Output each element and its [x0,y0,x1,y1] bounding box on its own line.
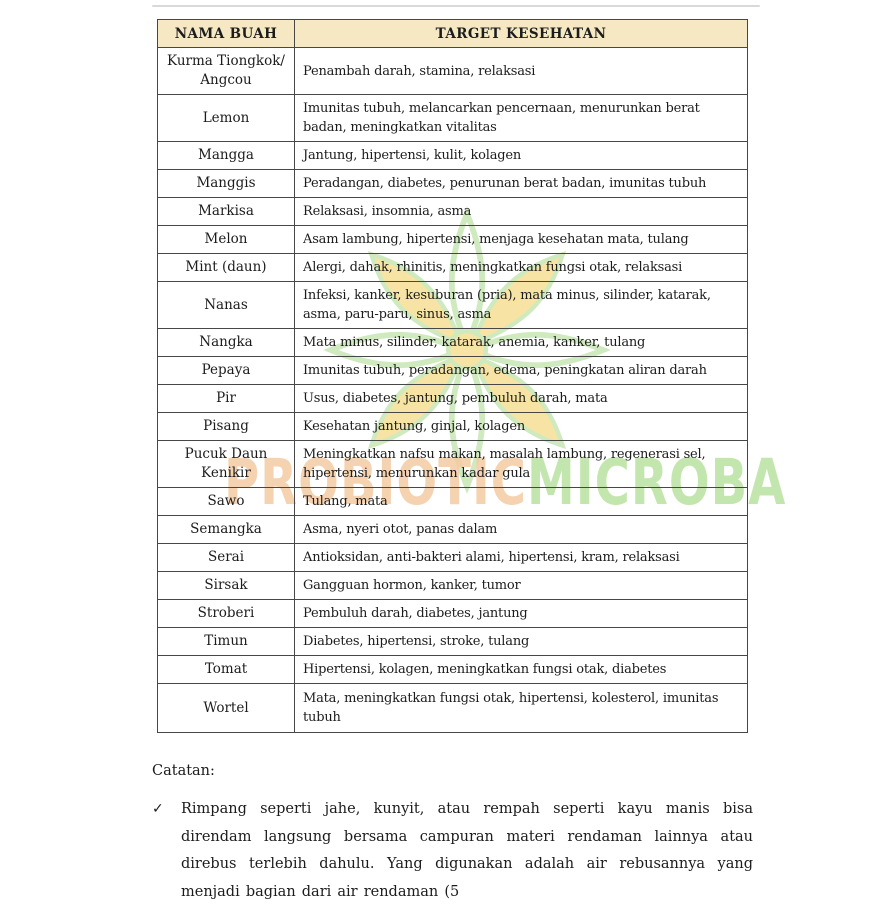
fruit-name: Serai [157,543,295,572]
table-row: Tomat Hipertensi, kolagen, meningkatkan … [157,655,748,684]
table-row: Semangka Asma, nyeri otot, panas dalam [157,515,748,544]
table-row: Lemon Imunitas tubuh, melancarkan pencer… [157,94,748,142]
table-row: Pepaya Imunitas tubuh, peradangan, edema… [157,356,748,385]
health-target: Asma, nyeri otot, panas dalam [294,515,748,544]
page-top-edge-line [152,5,760,7]
table-row: Pisang Kesehatan jantung, ginjal, kolage… [157,412,748,441]
health-target: Penambah darah, stamina, relaksasi [294,47,748,95]
health-target: Kesehatan jantung, ginjal, kolagen [294,412,748,441]
table-row: Mangga Jantung, hipertensi, kulit, kolag… [157,141,748,170]
table-row: Kurma Tiongkok/ Angcou Penambah darah, s… [157,47,748,95]
table-row: Stroberi Pembuluh darah, diabetes, jantu… [157,599,748,628]
document-page: PROBIOTICMICROBA NAMA BUAH TARGET KESEHA… [152,5,786,900]
fruit-name: Kurma Tiongkok/ Angcou [157,47,295,95]
fruit-name: Sirsak [157,571,295,600]
table-row: Nanas Infeksi, kanker, kesuburan (pria),… [157,281,748,329]
health-target: Jantung, hipertensi, kulit, kolagen [294,141,748,170]
fruit-name: Pucuk Daun Kenikir [157,440,295,488]
table-row: Sawo Tulang, mata [157,487,748,516]
notes-section: Catatan: ✓ Rimpang seperti jahe, kunyit,… [152,761,753,906]
fruit-name: Pepaya [157,356,295,385]
table-header-row: NAMA BUAH TARGET KESEHATAN [157,19,748,48]
fruit-name: Pir [157,384,295,413]
checkmark-bullet-icon: ✓ [152,801,164,817]
health-target: Imunitas tubuh, peradangan, edema, penin… [294,356,748,385]
health-target: Relaksasi, insomnia, asma [294,197,748,226]
health-target: Asam lambung, hipertensi, menjaga keseha… [294,225,748,254]
table-row: Pir Usus, diabetes, jantung, pembuluh da… [157,384,748,413]
fruit-name: Nangka [157,328,295,357]
health-target: Antioksidan, anti-bakteri alami, hiperte… [294,543,748,572]
note-text: Rimpang seperti jahe, kunyit, atau rempa… [181,801,753,900]
fruit-health-table: NAMA BUAH TARGET KESEHATAN Kurma Tiongko… [157,19,748,733]
fruit-name: Tomat [157,655,295,684]
table-row: Markisa Relaksasi, insomnia, asma [157,197,748,226]
notes-title: Catatan: [152,763,215,779]
health-target: Usus, diabetes, jantung, pembuluh darah,… [294,384,748,413]
fruit-name: Melon [157,225,295,254]
fruit-name: Mint (daun) [157,253,295,282]
fruit-name: Wortel [157,683,295,733]
table-row: Nangka Mata minus, silinder, katarak, an… [157,328,748,357]
health-target: Hipertensi, kolagen, meningkatkan fungsi… [294,655,748,684]
table-row: Wortel Mata, meningkatkan fungsi otak, h… [157,683,748,733]
table-row: Mint (daun) Alergi, dahak, rhinitis, men… [157,253,748,282]
fruit-name: Lemon [157,94,295,142]
health-target: Alergi, dahak, rhinitis, meningkatkan fu… [294,253,748,282]
fruit-name: Pisang [157,412,295,441]
health-target: Imunitas tubuh, melancarkan pencernaan, … [294,94,748,142]
fruit-name: Stroberi [157,599,295,628]
health-target: Tulang, mata [294,487,748,516]
column-header-nama-buah: NAMA BUAH [157,19,295,48]
fruit-name: Semangka [157,515,295,544]
fruit-name: Timun [157,627,295,656]
fruit-name: Markisa [157,197,295,226]
health-target: Meningkatkan nafsu makan, masalah lambun… [294,440,748,488]
fruit-name: Manggis [157,169,295,198]
health-target: Diabetes, hipertensi, stroke, tulang [294,627,748,656]
health-target: Peradangan, diabetes, penurunan berat ba… [294,169,748,198]
table-row: Serai Antioksidan, anti-bakteri alami, h… [157,543,748,572]
table-row: Sirsak Gangguan hormon, kanker, tumor [157,571,748,600]
health-target: Mata, meningkatkan fungsi otak, hiperten… [294,683,748,733]
table-row: Manggis Peradangan, diabetes, penurunan … [157,169,748,198]
column-header-target-kesehatan: TARGET KESEHATAN [294,19,748,48]
table-row: Timun Diabetes, hipertensi, stroke, tula… [157,627,748,656]
fruit-name: Mangga [157,141,295,170]
health-target: Mata minus, silinder, katarak, anemia, k… [294,328,748,357]
health-target: Infeksi, kanker, kesuburan (pria), mata … [294,281,748,329]
health-target: Gangguan hormon, kanker, tumor [294,571,748,600]
table-row: Melon Asam lambung, hipertensi, menjaga … [157,225,748,254]
fruit-name: Sawo [157,487,295,516]
fruit-name: Nanas [157,281,295,329]
table-row: Pucuk Daun Kenikir Meningkatkan nafsu ma… [157,440,748,488]
note-item: ✓ Rimpang seperti jahe, kunyit, atau rem… [152,796,753,906]
health-target: Pembuluh darah, diabetes, jantung [294,599,748,628]
